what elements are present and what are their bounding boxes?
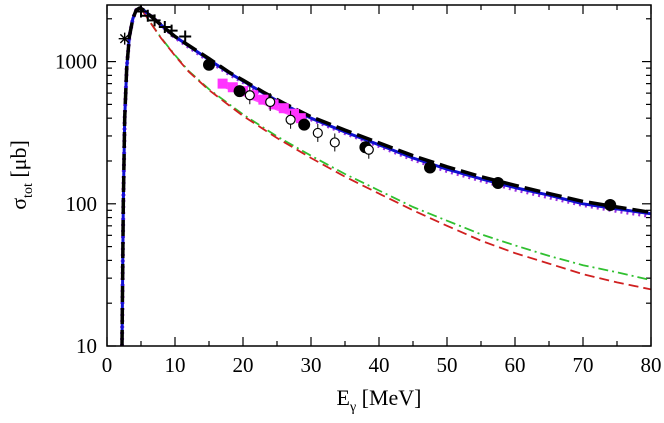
y-tick-label: 100 xyxy=(66,192,98,216)
x-tick-label: 70 xyxy=(573,353,594,377)
y-tick-label: 10 xyxy=(76,334,97,358)
filled-circle-marker xyxy=(604,199,617,212)
x-tick-label: 0 xyxy=(102,353,113,377)
green-dashdot-curve xyxy=(121,7,651,346)
open-circle-marker xyxy=(363,140,374,159)
black-dashed-curve xyxy=(120,6,651,346)
x-tick-label: 20 xyxy=(233,353,254,377)
y-axis-title: σtot [μb] xyxy=(6,140,36,210)
plot-markers xyxy=(118,5,617,212)
magenta-square-marker xyxy=(258,94,269,105)
x-tick-label: 10 xyxy=(165,353,186,377)
x-axis-title: Eγ [MeV] xyxy=(336,385,421,415)
plus-marker xyxy=(158,21,171,34)
y-tick-label: 1000 xyxy=(55,50,97,74)
y-axis-title-sub: tot xyxy=(21,183,36,198)
filled-circle-marker xyxy=(298,118,311,131)
open-circle-marker xyxy=(265,92,276,111)
open-circle-marker xyxy=(312,123,323,142)
x-tick-label: 30 xyxy=(301,353,322,377)
x-tick-label: 80 xyxy=(641,353,662,377)
magenta-square-marker xyxy=(278,103,289,114)
plus-marker xyxy=(141,9,154,22)
x-tick-label: 40 xyxy=(369,353,390,377)
blue-solid-curve xyxy=(120,6,651,346)
y-axis-title-unit: [μb] xyxy=(6,140,31,183)
x-axis-title-unit: [MeV] xyxy=(356,385,421,410)
filled-circle-marker xyxy=(424,161,436,174)
filled-circle-marker xyxy=(233,85,246,98)
x-axis-title-sub: γ xyxy=(349,400,356,415)
magenta-square-marker xyxy=(227,82,238,93)
plot-curves xyxy=(120,6,651,346)
x-axis-title-main: E xyxy=(336,385,349,410)
magenta-square-marker xyxy=(217,78,228,89)
plus-marker xyxy=(148,14,161,27)
x-tick-label: 60 xyxy=(505,353,526,377)
magenta-square-marker xyxy=(295,113,306,124)
y-axis-title-main: σ xyxy=(6,198,31,210)
purple-dotted-curve xyxy=(120,6,651,346)
plus-marker xyxy=(135,5,147,18)
open-circle-marker xyxy=(329,133,340,152)
plot-frame xyxy=(106,4,652,347)
plus-marker xyxy=(165,24,178,37)
x-tick-label: 50 xyxy=(437,353,458,377)
asterisk-marker xyxy=(118,32,131,45)
filled-circle-marker xyxy=(203,58,215,71)
plus-marker xyxy=(179,30,192,43)
open-circle-marker xyxy=(285,110,296,129)
magenta-square-marker xyxy=(289,108,299,119)
open-circle-marker xyxy=(244,86,255,105)
red-dashed-curve xyxy=(121,7,651,346)
filled-circle-marker xyxy=(492,177,504,190)
